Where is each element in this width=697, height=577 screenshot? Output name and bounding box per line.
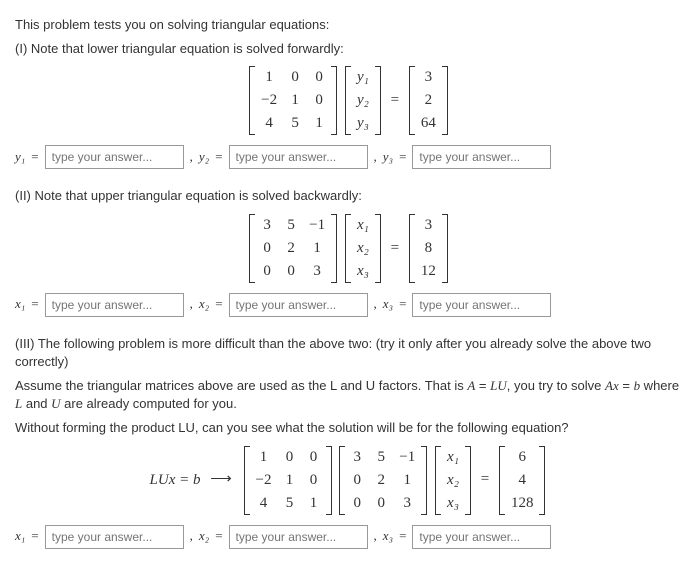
y1-input[interactable] (45, 145, 184, 169)
x1-input[interactable] (45, 293, 184, 317)
y2-label: y₂ (199, 148, 209, 166)
x3-input[interactable] (412, 293, 551, 317)
y3-input[interactable] (412, 145, 551, 169)
part1-answers: y₁= , y₂= , y₃= (15, 145, 682, 169)
part3-line2: Assume the triangular matrices above are… (15, 377, 682, 413)
part1-heading: (I) Note that lower triangular equation … (15, 40, 682, 58)
x1-label: x₁ (15, 295, 25, 313)
p3-x2-input[interactable] (229, 525, 368, 549)
part2-heading: (II) Note that upper triangular equation… (15, 187, 682, 205)
p3-x1-input[interactable] (45, 525, 184, 549)
part3-line1: (III) The following problem is more diff… (15, 335, 682, 371)
part2-equation: 35−1 021 003 x₁ x₂ x₃ = 3 8 12 (15, 214, 682, 283)
p3-x3-label: x₃ (383, 527, 393, 545)
x2-input[interactable] (229, 293, 368, 317)
y1-label: y₁ (15, 148, 25, 166)
p3-x2-label: x₂ (199, 527, 209, 545)
part3-answers: x₁= , x₂= , x₃= (15, 525, 682, 549)
part3-line3: Without forming the product LU, can you … (15, 419, 682, 437)
y2-input[interactable] (229, 145, 368, 169)
p3-x3-input[interactable] (412, 525, 551, 549)
y3-label: y₃ (383, 148, 393, 166)
part1-equation: 100 −210 451 y₁ y₂ y₃ = 3 2 64 (15, 66, 682, 135)
part2-answers: x₁= , x₂= , x₃= (15, 293, 682, 317)
x3-label: x₃ (383, 295, 393, 313)
part3-equation: LUx = b ⟶ 100 −210 451 35−1 021 003 x₁ x… (15, 446, 682, 515)
intro-text: This problem tests you on solving triang… (15, 16, 682, 34)
x2-label: x₂ (199, 295, 209, 313)
p3-x1-label: x₁ (15, 527, 25, 545)
